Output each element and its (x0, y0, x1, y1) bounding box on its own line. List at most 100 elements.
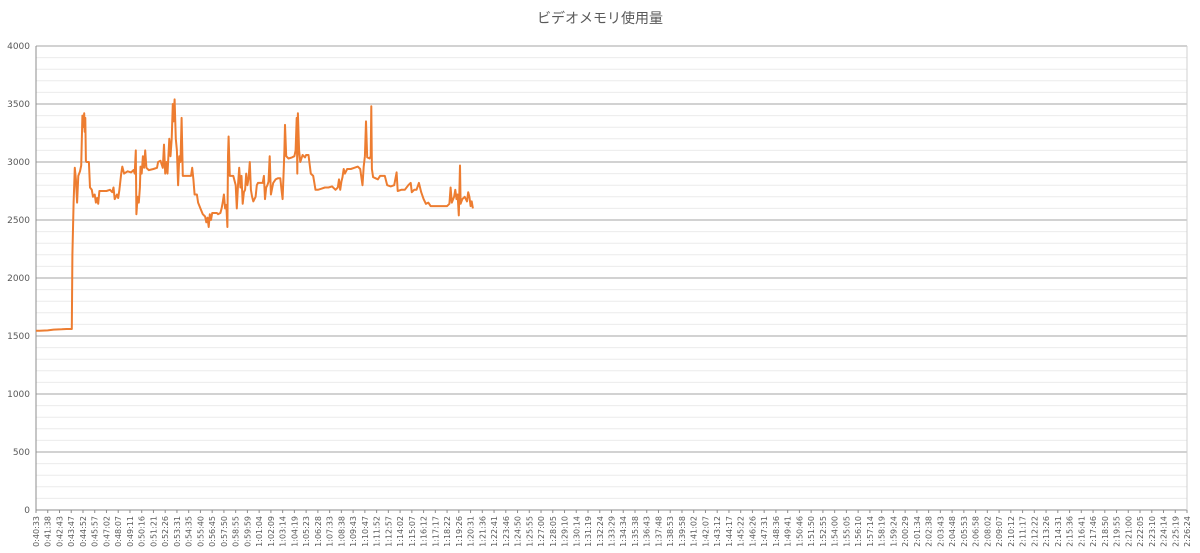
chart-title: ビデオメモリ使用量 (537, 11, 663, 27)
x-tick-label: 2:17:46 (1089, 516, 1098, 547)
y-tick-label: 3000 (7, 158, 30, 168)
x-tick-label: 0:49:11 (126, 516, 135, 547)
x-tick-label: 1:59:24 (889, 516, 898, 547)
x-tick-label: 1:10:47 (361, 516, 370, 547)
x-tick-label: 1:16:12 (420, 516, 429, 547)
y-tick-labels: 0 500 1000 1500 2000 2500 3000 3500 4000 (7, 42, 30, 516)
series-layer (36, 98, 474, 332)
x-tick-label: 1:21:36 (478, 516, 487, 547)
x-tick-label: 2:16:41 (1077, 516, 1086, 547)
x-tick-label: 1:31:19 (584, 516, 593, 547)
x-tick-label: 1:22:41 (490, 516, 499, 547)
x-tick-label: 0:56:45 (208, 516, 217, 547)
x-tick-label: 2:18:50 (1101, 516, 1110, 547)
x-tick-label: 1:15:07 (408, 516, 417, 547)
x-tick-label: 2:19:55 (1113, 516, 1122, 547)
x-tick-label: 1:58:19 (878, 516, 887, 547)
x-tick-label: 1:51:50 (807, 516, 816, 547)
x-tick-label: 1:04:19 (290, 516, 299, 547)
x-tick-label: 1:38:53 (666, 516, 675, 547)
x-tick-label: 0:57:50 (220, 516, 229, 547)
x-tick-label: 2:24:14 (1160, 516, 1169, 547)
x-tick-label: 0:51:21 (149, 516, 158, 547)
x-tick-label: 1:12:57 (384, 516, 393, 547)
x-tick-label: 2:12:22 (1030, 516, 1039, 547)
x-tick-label: 1:45:22 (737, 516, 746, 547)
x-tick-label: 1:57:14 (866, 516, 875, 547)
y-tick-label: 1500 (7, 332, 30, 342)
x-tick-label: 2:10:12 (1007, 516, 1016, 547)
x-tick-label: 1:02:09 (267, 516, 276, 547)
x-tick-label: 1:48:36 (772, 516, 781, 547)
x-tick-label: 1:41:02 (690, 516, 699, 547)
y-tick-label: 2000 (7, 274, 30, 284)
x-tick-label: 1:20:31 (467, 516, 476, 547)
x-tick-label: 1:19:26 (455, 516, 464, 547)
x-tick-label: 2:01:34 (913, 516, 922, 547)
x-tick-label: 1:30:14 (572, 516, 581, 547)
x-tick-label: 2:21:00 (1124, 516, 1133, 547)
x-tick-label: 1:55:05 (842, 516, 851, 547)
x-tick-label: 1:06:28 (314, 516, 323, 547)
x-tick-label: 1:33:29 (608, 516, 617, 547)
x-tick-label: 1:36:43 (643, 516, 652, 547)
x-tick-label: 2:04:48 (948, 516, 957, 547)
x-tick-label: 2:23:10 (1148, 516, 1157, 547)
x-tick-label: 1:50:46 (795, 516, 804, 547)
x-tick-label: 2:06:58 (972, 516, 981, 547)
x-tick-label: 2:15:36 (1066, 516, 1075, 547)
x-tick-label: 1:32:24 (596, 516, 605, 547)
x-tick-label: 1:07:33 (326, 516, 335, 547)
x-tick-label: 0:44:52 (79, 516, 88, 547)
y-tick-label: 0 (24, 506, 30, 516)
x-tick-label: 1:29:10 (561, 516, 570, 547)
x-tick-label: 1:39:58 (678, 516, 687, 547)
x-tick-label: 1:17:17 (431, 516, 440, 547)
x-tick-label: 0:45:57 (91, 516, 100, 547)
x-tick-label: 1:46:26 (748, 516, 757, 547)
x-tick-label: 0:50:16 (138, 516, 147, 547)
y-tick-label: 3500 (7, 100, 30, 110)
series-line (36, 98, 474, 332)
y-tick-label: 500 (13, 448, 30, 458)
x-tick-label: 1:08:38 (337, 516, 346, 547)
x-tick-label: 1:14:02 (396, 516, 405, 547)
x-tick-label: 1:27:00 (537, 516, 546, 547)
x-tick-labels: 0:40:33 0:41:38 0:42:43 0:43:47 0:44:52 0:45:… (32, 516, 1192, 547)
x-tick-label: 1:56:10 (854, 516, 863, 547)
x-tick-label: 2:03:43 (936, 516, 945, 547)
axis-layer (35, 46, 1188, 513)
y-tick-label: 1000 (7, 390, 30, 400)
x-tick-label: 1:18:22 (443, 516, 452, 547)
x-tick-label: 1:35:38 (631, 516, 640, 547)
x-tick-label: 2:26:24 (1183, 516, 1192, 547)
x-tick-label: 2:11:17 (1019, 516, 1028, 547)
x-tick-label: 1:11:52 (373, 516, 382, 547)
x-tick-label: 2:00:29 (901, 516, 910, 547)
x-tick-label: 0:55:40 (196, 516, 205, 547)
x-tick-label: 0:59:59 (243, 516, 252, 547)
x-tick-label: 2:22:05 (1136, 516, 1145, 547)
x-tick-label: 1:28:05 (549, 516, 558, 547)
x-tick-label: 2:09:07 (995, 516, 1004, 547)
y-tick-label: 2500 (7, 216, 30, 226)
x-tick-label: 1:05:23 (302, 516, 311, 547)
x-tick-label: 1:03:14 (279, 516, 288, 547)
x-tick-label: 1:54:00 (831, 516, 840, 547)
x-tick-label: 2:02:38 (925, 516, 934, 547)
x-tick-label: 1:37:48 (654, 516, 663, 547)
x-tick-label: 1:24:50 (514, 516, 523, 547)
x-tick-label: 1:52:55 (819, 516, 828, 547)
x-tick-label: 0:58:55 (232, 516, 241, 547)
x-tick-label: 0:43:47 (67, 516, 76, 547)
x-tick-label: 1:09:43 (349, 516, 358, 547)
x-tick-label: 0:54:35 (185, 516, 194, 547)
x-tick-label: 0:53:31 (173, 516, 182, 547)
x-tick-label: 1:34:34 (619, 516, 628, 547)
y-tick-label: 4000 (7, 42, 30, 52)
x-tick-label: 1:01:04 (255, 516, 264, 547)
x-tick-label: 0:47:02 (102, 516, 111, 547)
x-tick-label: 1:43:12 (713, 516, 722, 547)
